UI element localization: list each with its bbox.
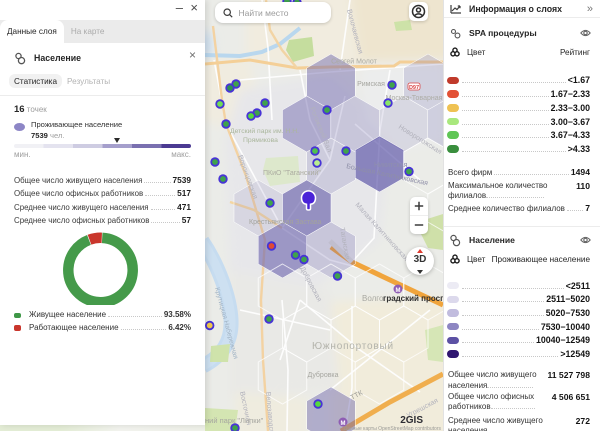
svg-text:M: M [341,421,346,427]
svg-text:Прямикова: Прямикова [243,137,278,144]
svg-text:Никитская: Никитская [374,162,408,169]
svg-text:Крестьянская Застава: Крестьянская Застава [249,219,321,226]
svg-text:Велозаводская: Велозаводская [264,392,275,431]
svg-text:M: M [396,288,401,294]
svg-text:Москва-Товарная: Москва-Товарная [386,95,443,102]
svg-text:Волго: Волго [362,294,384,303]
svg-text:Детский парк им. Н.Н.: Детский парк им. Н.Н. [230,127,299,135]
svg-text:градский проспект: градский проспект [383,294,443,303]
svg-text:Сергей Молот: Сергей Молот [331,58,378,66]
svg-text:Дубровка: Дубровка [307,371,338,379]
svg-text:ПКиО "Таганский": ПКиО "Таганский" [263,169,321,177]
svg-text:Южнопортовый: Южнопортовый [312,341,394,352]
svg-text:Римская: Римская [357,81,385,88]
svg-text:ний парк "Липки": ний парк "Липки" [205,416,264,425]
svg-text:D97: D97 [409,85,419,91]
